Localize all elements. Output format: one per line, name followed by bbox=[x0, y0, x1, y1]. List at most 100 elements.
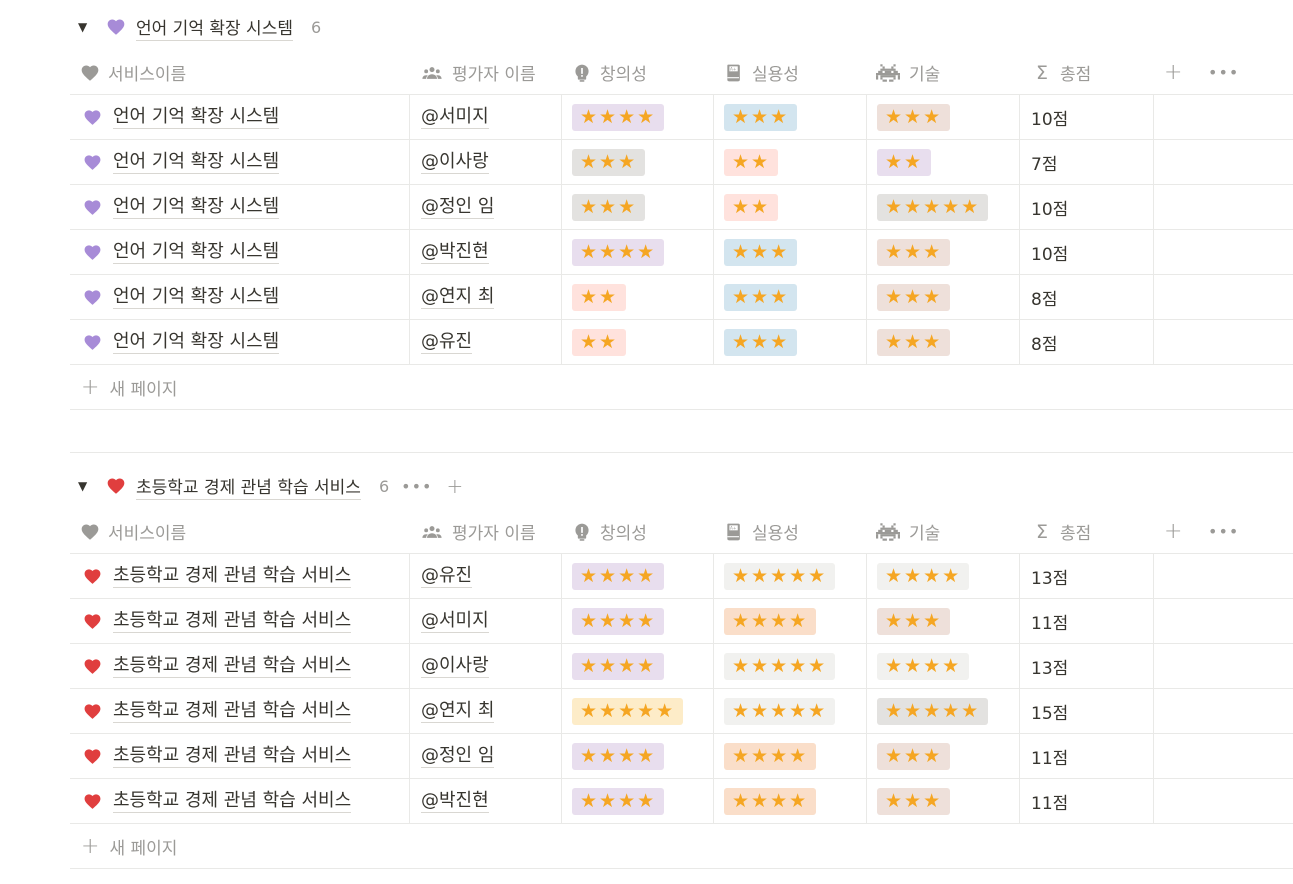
evaluator-mention[interactable]: @서미지 bbox=[421, 609, 489, 633]
usefulness-cell[interactable]: ★★★★ bbox=[714, 734, 867, 778]
usefulness-cell[interactable]: ★★ bbox=[714, 185, 867, 229]
evaluator-cell[interactable]: @연지 최 bbox=[410, 275, 562, 319]
column-header-total[interactable]: Σ 총점 bbox=[1032, 50, 1091, 95]
new-page-button[interactable]: + 새 페이지 bbox=[70, 365, 1293, 410]
column-header-usefulness[interactable]: A+ 실용성 bbox=[724, 509, 799, 554]
evaluator-mention[interactable]: @서미지 bbox=[421, 105, 489, 129]
usefulness-cell[interactable]: ★★★★ bbox=[714, 779, 867, 823]
creativity-cell[interactable]: ★★★ bbox=[562, 140, 714, 184]
creativity-cell[interactable]: ★★★★ bbox=[562, 734, 714, 778]
table-row[interactable]: 초등학교 경제 관념 학습 서비스 @연지 최 ★★★★★ ★★★★★ ★★★★★ 15점 bbox=[70, 689, 1293, 734]
usefulness-cell[interactable]: ★★★★ bbox=[714, 599, 867, 643]
creativity-cell[interactable]: ★★★★ bbox=[562, 95, 714, 139]
evaluator-mention[interactable]: @유진 bbox=[421, 564, 473, 588]
evaluator-cell[interactable]: @서미지 bbox=[410, 95, 562, 139]
creativity-cell[interactable]: ★★★★ bbox=[562, 779, 714, 823]
service-name-link[interactable]: 초등학교 경제 관념 학습 서비스 bbox=[113, 654, 352, 678]
usefulness-cell[interactable]: ★★★★★ bbox=[714, 644, 867, 688]
name-cell[interactable]: 초등학교 경제 관념 학습 서비스 bbox=[70, 554, 410, 598]
evaluator-mention[interactable]: @박진현 bbox=[421, 789, 489, 813]
name-cell[interactable]: 초등학교 경제 관념 학습 서비스 bbox=[70, 644, 410, 688]
tech-cell[interactable]: ★★★★ bbox=[867, 554, 1020, 598]
group-more-icon[interactable]: ••• bbox=[401, 476, 433, 496]
tech-cell[interactable]: ★★★ bbox=[867, 230, 1020, 274]
column-header-evaluator[interactable]: 평가자 이름 bbox=[420, 509, 536, 554]
add-column-icon[interactable]: + bbox=[1164, 519, 1183, 544]
column-header-creativity[interactable]: 창의성 bbox=[572, 50, 647, 95]
service-name-link[interactable]: 언어 기억 확장 시스템 bbox=[113, 150, 280, 174]
add-column-icon[interactable]: + bbox=[1164, 60, 1183, 85]
evaluator-cell[interactable]: @서미지 bbox=[410, 599, 562, 643]
creativity-cell[interactable]: ★★★★ bbox=[562, 230, 714, 274]
usefulness-cell[interactable]: ★★★★★ bbox=[714, 554, 867, 598]
group-title[interactable]: 언어 기억 확장 시스템 bbox=[136, 14, 293, 41]
evaluator-cell[interactable]: @박진현 bbox=[410, 230, 562, 274]
more-options-icon[interactable]: ••• bbox=[1208, 63, 1240, 82]
name-cell[interactable]: 초등학교 경제 관념 학습 서비스 bbox=[70, 599, 410, 643]
tech-cell[interactable]: ★★★ bbox=[867, 320, 1020, 364]
tech-cell[interactable]: ★★★ bbox=[867, 779, 1020, 823]
service-name-link[interactable]: 초등학교 경제 관념 학습 서비스 bbox=[113, 744, 352, 768]
evaluator-mention[interactable]: @박진현 bbox=[421, 240, 489, 264]
new-page-button[interactable]: + 새 페이지 bbox=[70, 824, 1293, 869]
usefulness-cell[interactable]: ★★★ bbox=[714, 95, 867, 139]
more-options-icon[interactable]: ••• bbox=[1208, 522, 1240, 541]
name-cell[interactable]: 초등학교 경제 관념 학습 서비스 bbox=[70, 734, 410, 778]
tech-cell[interactable]: ★★★★★ bbox=[867, 689, 1020, 733]
column-header-tech[interactable]: 기술 bbox=[875, 50, 940, 95]
usefulness-cell[interactable]: ★★★ bbox=[714, 320, 867, 364]
service-name-link[interactable]: 언어 기억 확장 시스템 bbox=[113, 240, 280, 264]
evaluator-mention[interactable]: @정인 임 bbox=[421, 744, 495, 768]
evaluator-cell[interactable]: @정인 임 bbox=[410, 185, 562, 229]
service-name-link[interactable]: 초등학교 경제 관념 학습 서비스 bbox=[113, 564, 352, 588]
table-row[interactable]: 초등학교 경제 관념 학습 서비스 @서미지 ★★★★ ★★★★ ★★★ 11점 bbox=[70, 599, 1293, 644]
evaluator-cell[interactable]: @유진 bbox=[410, 320, 562, 364]
group-add-icon[interactable]: + bbox=[446, 474, 464, 498]
name-cell[interactable]: 언어 기억 확장 시스템 bbox=[70, 320, 410, 364]
table-row[interactable]: 초등학교 경제 관념 학습 서비스 @박진현 ★★★★ ★★★★ ★★★ 11점 bbox=[70, 779, 1293, 824]
table-row[interactable]: 언어 기억 확장 시스템 @유진 ★★ ★★★ ★★★ 8점 bbox=[70, 320, 1293, 365]
evaluator-mention[interactable]: @연지 최 bbox=[421, 285, 495, 309]
table-row[interactable]: 언어 기억 확장 시스템 @정인 임 ★★★ ★★ ★★★★★ 10점 bbox=[70, 185, 1293, 230]
tech-cell[interactable]: ★★★ bbox=[867, 95, 1020, 139]
column-header-name[interactable]: 서비스이름 bbox=[80, 50, 186, 95]
table-row[interactable]: 초등학교 경제 관념 학습 서비스 @정인 임 ★★★★ ★★★★ ★★★ 11점 bbox=[70, 734, 1293, 779]
column-header-tech[interactable]: 기술 bbox=[875, 509, 940, 554]
column-header-evaluator[interactable]: 평가자 이름 bbox=[420, 50, 536, 95]
usefulness-cell[interactable]: ★★★★★ bbox=[714, 689, 867, 733]
evaluator-cell[interactable]: @연지 최 bbox=[410, 689, 562, 733]
usefulness-cell[interactable]: ★★★ bbox=[714, 230, 867, 274]
evaluator-mention[interactable]: @연지 최 bbox=[421, 699, 495, 723]
name-cell[interactable]: 언어 기억 확장 시스템 bbox=[70, 230, 410, 274]
creativity-cell[interactable]: ★★ bbox=[562, 320, 714, 364]
service-name-link[interactable]: 언어 기억 확장 시스템 bbox=[113, 285, 280, 309]
creativity-cell[interactable]: ★★★ bbox=[562, 185, 714, 229]
usefulness-cell[interactable]: ★★★ bbox=[714, 275, 867, 319]
service-name-link[interactable]: 언어 기억 확장 시스템 bbox=[113, 105, 280, 129]
evaluator-cell[interactable]: @이사랑 bbox=[410, 140, 562, 184]
evaluator-mention[interactable]: @이사랑 bbox=[421, 150, 489, 174]
creativity-cell[interactable]: ★★★★ bbox=[562, 554, 714, 598]
collapse-toggle-icon[interactable]: ▼ bbox=[78, 20, 88, 34]
evaluator-cell[interactable]: @정인 임 bbox=[410, 734, 562, 778]
tech-cell[interactable]: ★★ bbox=[867, 140, 1020, 184]
name-cell[interactable]: 언어 기억 확장 시스템 bbox=[70, 95, 410, 139]
tech-cell[interactable]: ★★★ bbox=[867, 599, 1020, 643]
evaluator-cell[interactable]: @박진현 bbox=[410, 779, 562, 823]
creativity-cell[interactable]: ★★★★ bbox=[562, 599, 714, 643]
tech-cell[interactable]: ★★★ bbox=[867, 734, 1020, 778]
evaluator-mention[interactable]: @유진 bbox=[421, 330, 473, 354]
column-header-creativity[interactable]: 창의성 bbox=[572, 509, 647, 554]
group-title[interactable]: 초등학교 경제 관념 학습 서비스 bbox=[136, 473, 361, 500]
service-name-link[interactable]: 초등학교 경제 관념 학습 서비스 bbox=[113, 609, 352, 633]
table-row[interactable]: 언어 기억 확장 시스템 @박진현 ★★★★ ★★★ ★★★ 10점 bbox=[70, 230, 1293, 275]
table-row[interactable]: 초등학교 경제 관념 학습 서비스 @이사랑 ★★★★ ★★★★★ ★★★★ 13점 bbox=[70, 644, 1293, 689]
evaluator-mention[interactable]: @이사랑 bbox=[421, 654, 489, 678]
service-name-link[interactable]: 초등학교 경제 관념 학습 서비스 bbox=[113, 699, 352, 723]
column-header-total[interactable]: Σ 총점 bbox=[1032, 509, 1091, 554]
column-header-usefulness[interactable]: A+ 실용성 bbox=[724, 50, 799, 95]
name-cell[interactable]: 언어 기억 확장 시스템 bbox=[70, 275, 410, 319]
tech-cell[interactable]: ★★★★★ bbox=[867, 185, 1020, 229]
service-name-link[interactable]: 언어 기억 확장 시스템 bbox=[113, 330, 280, 354]
name-cell[interactable]: 초등학교 경제 관념 학습 서비스 bbox=[70, 779, 410, 823]
